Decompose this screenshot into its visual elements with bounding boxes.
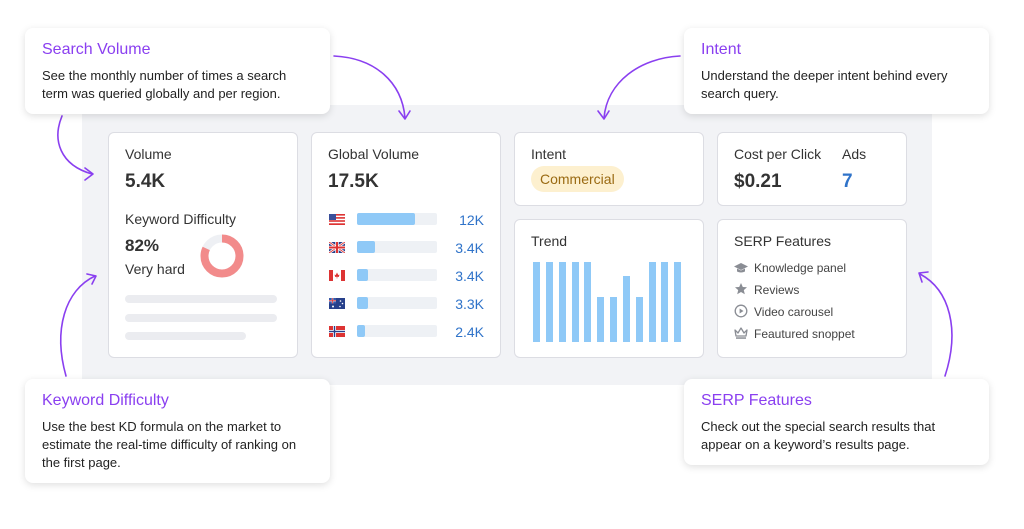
callout-text: Check out the special search results tha…: [701, 419, 936, 452]
placeholder-line: [125, 314, 277, 322]
trend-bar: [635, 297, 643, 342]
callout-text: See the monthly number of times a search…: [42, 68, 287, 101]
cpc-value: $0.21: [734, 171, 782, 192]
callout-title: Keyword Difficulty: [42, 392, 169, 409]
serp-label: SERP Features: [734, 233, 832, 249]
trend-bar: [597, 297, 605, 342]
volume-value: 5.4K: [125, 171, 166, 192]
volume-bar-fill: [357, 269, 369, 281]
callout-intent: Intent Understand the deeper intent behi…: [684, 28, 989, 114]
callout-text: Understand the deeper intent behind ever…: [701, 68, 948, 101]
intent-card: Intent Commercial: [514, 132, 704, 206]
volume-bar: [357, 213, 437, 225]
trend-bar: [622, 276, 630, 342]
trend-bar: [571, 262, 579, 342]
volume-bar: [357, 297, 437, 309]
serp-feature-label: Video carousel: [754, 305, 834, 319]
placeholder-line: [125, 332, 246, 340]
cpc-card: Cost per Click $0.21 Ads 7: [717, 132, 907, 206]
trend-chart: [533, 262, 687, 342]
kd-level: Very hard: [125, 261, 185, 277]
callout-title: Search Volume: [42, 41, 151, 58]
volume-bar: [357, 241, 437, 253]
star-icon: [735, 283, 747, 295]
callout-keyword-difficulty: Keyword Difficulty Use the best KD formu…: [25, 379, 330, 483]
placeholder-line: [125, 295, 277, 303]
arrow-search-volume-left: [57, 115, 93, 175]
ads-value: 7: [842, 171, 853, 192]
play-circle-icon: [734, 304, 748, 318]
serp-feature-label: Knowledge panel: [754, 261, 847, 275]
graduation-cap-icon: [734, 263, 748, 273]
arrow-search-volume-right: [333, 55, 406, 119]
country-volume: 12K: [459, 212, 484, 228]
us-flag-icon: [329, 214, 345, 225]
kd-donut: [200, 234, 244, 278]
au-flag-icon: [329, 298, 345, 309]
trend-bar: [610, 297, 617, 342]
uk-flag-icon: [329, 242, 345, 253]
volume-bar-fill: [357, 297, 369, 309]
volume-bar-fill: [357, 213, 415, 225]
callout-title: Intent: [701, 41, 742, 58]
volume-bar-fill: [357, 325, 365, 337]
volume-bar-fill: [357, 241, 375, 253]
trend-card: Trend: [514, 219, 704, 358]
global-volume-label: Global Volume: [328, 146, 420, 162]
trend-bar: [674, 262, 682, 342]
kd-label: Keyword Difficulty: [125, 211, 237, 227]
trend-bar: [558, 262, 566, 342]
volume-label: Volume: [125, 146, 172, 162]
crown-icon: [734, 327, 748, 339]
country-volume: 2.4K: [455, 324, 484, 340]
ca-flag-icon: [329, 270, 345, 281]
trend-bar: [545, 262, 553, 342]
trend-bar: [533, 262, 540, 342]
country-volume: 3.4K: [455, 268, 484, 284]
country-volume: 3.4K: [455, 240, 484, 256]
intent-label: Intent: [531, 146, 567, 162]
kd-value: 82%: [125, 236, 160, 255]
intent-badge: Commercial: [531, 166, 624, 192]
trend-bar: [584, 262, 592, 342]
cpc-label: Cost per Click: [734, 146, 822, 162]
callout-serp-features: SERP Features Check out the special sear…: [684, 379, 989, 465]
callout-text: Use the best KD formula on the market to…: [42, 419, 297, 470]
callout-search-volume: Search Volume See the monthly number of …: [25, 28, 330, 114]
trend-bar: [648, 262, 656, 342]
serp-feature-label: Reviews: [754, 283, 800, 297]
volume-bar: [357, 269, 437, 281]
serp-card: SERP Features Knowledge panel Reviews Vi…: [717, 219, 907, 358]
global-volume-value: 17.5K: [328, 171, 379, 192]
ads-label: Ads: [842, 146, 867, 162]
volume-card: Volume 5.4K Keyword Difficulty 82% Very …: [108, 132, 298, 358]
trend-label: Trend: [531, 233, 568, 249]
no-flag-icon: [329, 326, 345, 337]
country-volume: 3.3K: [455, 296, 484, 312]
arrow-keyword-difficulty: [60, 275, 96, 377]
trend-bar: [661, 262, 669, 342]
volume-bar: [357, 325, 437, 337]
global-volume-card: Global Volume 17.5K 12K 3.4K 3.4K: [311, 132, 501, 358]
serp-feature-label: Feautured snoppet: [754, 327, 855, 341]
callout-title: SERP Features: [701, 392, 812, 409]
arrow-serp-features: [919, 273, 953, 377]
arrow-intent: [603, 55, 681, 119]
